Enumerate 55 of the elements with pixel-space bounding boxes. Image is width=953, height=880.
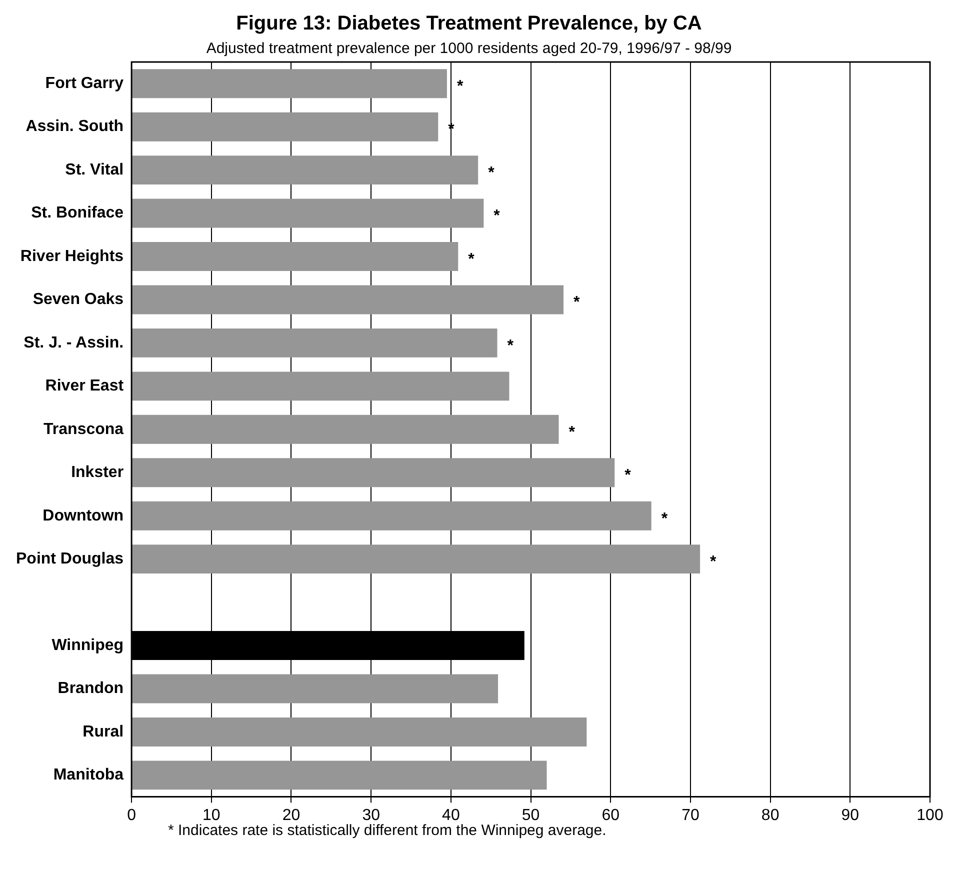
x-tick-label: 40: [442, 806, 460, 824]
y-tick-label: St. J. - Assin.: [24, 334, 124, 352]
bar: [132, 198, 484, 228]
y-tick-label: Rural: [82, 723, 124, 740]
y-tick-label: Point Douglas: [16, 550, 124, 568]
bar: [132, 372, 510, 401]
bar: [132, 328, 498, 358]
y-tick-label: Transcona: [44, 420, 124, 438]
data-label: *: [624, 467, 632, 484]
x-tick-label: 30: [362, 806, 380, 824]
data-label: *: [488, 164, 496, 182]
bar: [132, 112, 438, 142]
y-tick-label: St. Boniface: [31, 204, 124, 222]
x-tick-label: 0: [127, 806, 136, 824]
x-tick-label: 60: [602, 806, 620, 824]
x-tick-label: 50: [522, 806, 540, 824]
bar: [132, 285, 564, 314]
data-label: *: [710, 553, 718, 570]
y-tick-label: Winnipeg: [52, 636, 124, 654]
x-tick-label: 90: [841, 806, 860, 824]
data-label: *: [468, 250, 476, 268]
bar: [132, 717, 587, 746]
x-tick-label: 80: [761, 806, 780, 824]
x-tick-label: 20: [282, 806, 300, 824]
y-tick-label: River Heights: [20, 248, 124, 265]
y-tick-label: Seven Oaks: [32, 291, 124, 308]
y-tick-label: Downtown: [42, 507, 124, 524]
y-tick-label: Brandon: [58, 680, 124, 698]
y-tick-label: Manitoba: [53, 766, 124, 784]
text: * Indicates rate is statistically different from the Winnipeg average.: [167, 822, 608, 839]
data-label: *: [456, 78, 464, 96]
data-label: *: [574, 294, 581, 312]
y-tick-label: St. Vital: [65, 161, 124, 178]
bar: [132, 760, 547, 790]
bar: [132, 544, 700, 574]
x-tick-label: 100: [916, 806, 944, 824]
chart-subtitle: Adjusted treatment prevalence per 1000 residents aged 20-79, 1996/97 - 98/99: [206, 40, 732, 58]
bar: [132, 501, 652, 530]
data-label: *: [507, 337, 514, 354]
data-label: *: [568, 424, 576, 441]
chart-title: Figure 13: Diabetes Treatment Prevalence, by CA: [236, 12, 702, 35]
x-tick-label: 10: [202, 806, 220, 824]
y-tick-label: River East: [45, 378, 124, 395]
bar: [132, 674, 498, 704]
y-tick-label: Fort Garry: [45, 75, 124, 92]
data-label: *: [494, 208, 501, 225]
x-tick-label: 70: [682, 806, 700, 824]
bar: [132, 458, 615, 488]
bar: [132, 242, 458, 271]
bar: [132, 414, 559, 444]
y-tick-label: Inkster: [71, 464, 124, 482]
y-tick-label: Assin. South: [26, 118, 124, 136]
data-label: *: [661, 510, 668, 528]
bar: [132, 69, 447, 98]
bar: [132, 156, 478, 185]
